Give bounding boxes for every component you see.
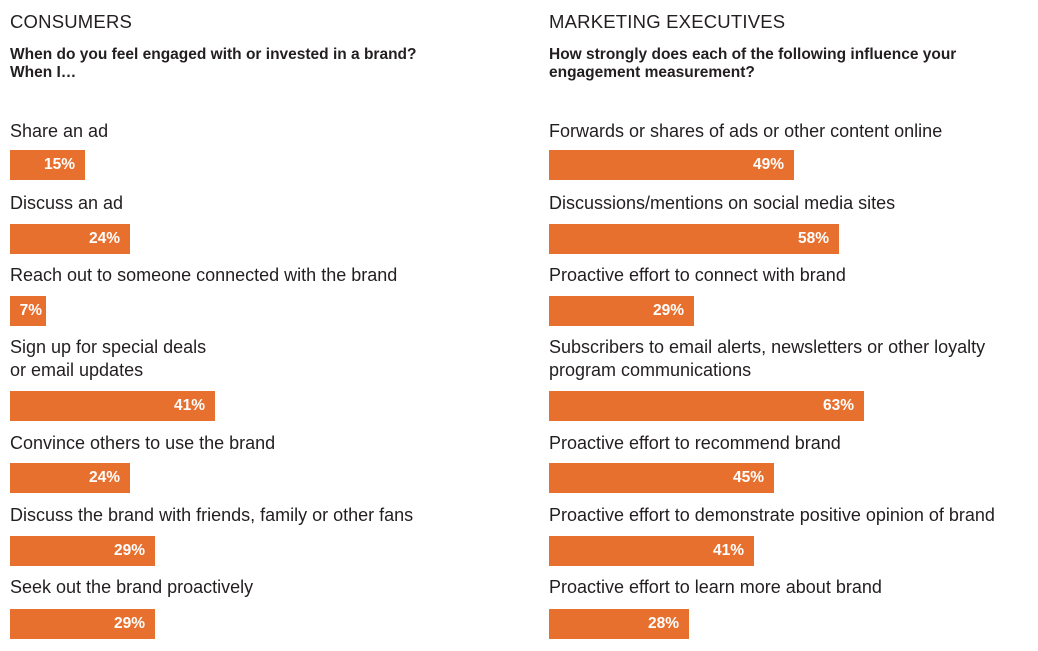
category-label: Subscribers to email alerts, newsletters… bbox=[549, 337, 986, 357]
consumers-question-line: When I… bbox=[10, 64, 77, 81]
category-label: Sign up for special deals bbox=[10, 337, 207, 357]
bar-value-label: 15% bbox=[43, 156, 75, 173]
category-label: program communications bbox=[549, 360, 752, 380]
bar: 29% bbox=[10, 536, 155, 566]
category-label: or email updates bbox=[10, 360, 144, 380]
bar-value-label: 29% bbox=[113, 542, 145, 559]
category-label: Proactive effort to learn more about bra… bbox=[549, 577, 882, 597]
bar-value-label: 45% bbox=[732, 469, 764, 486]
category-label: Proactive effort to demonstrate positive… bbox=[549, 505, 995, 525]
category-label: Reach out to someone connected with the … bbox=[10, 265, 398, 285]
bar: 15% bbox=[10, 150, 85, 180]
bar-value-label: 7% bbox=[19, 302, 42, 319]
bar-value-label: 24% bbox=[88, 230, 120, 247]
bar-value-label: 63% bbox=[822, 397, 854, 414]
bar: 29% bbox=[549, 296, 694, 326]
category-label: Proactive effort to recommend brand bbox=[549, 433, 841, 453]
bar: 24% bbox=[10, 224, 130, 254]
bar-value-label: 24% bbox=[88, 469, 120, 486]
bar-value-label: 41% bbox=[712, 542, 744, 559]
bar: 63% bbox=[549, 391, 864, 421]
category-label: Proactive effort to connect with brand bbox=[549, 265, 846, 285]
marketing-executives-question-line: engagement measurement? bbox=[549, 64, 755, 81]
bar: 41% bbox=[549, 536, 754, 566]
consumers-question-line: When do you feel engaged with or investe… bbox=[10, 46, 417, 63]
consumers-heading: CONSUMERS bbox=[10, 11, 133, 32]
bar-value-label: 49% bbox=[752, 156, 784, 173]
bar: 49% bbox=[549, 150, 794, 180]
consumers-panel: CONSUMERS When do you feel engaged with … bbox=[10, 0, 530, 651]
bar: 7% bbox=[10, 296, 46, 326]
bar: 24% bbox=[10, 463, 130, 493]
marketing-executives-question-line: How strongly does each of the following … bbox=[549, 46, 957, 63]
category-label: Convince others to use the brand bbox=[10, 433, 276, 453]
marketing-executives-heading: MARKETING EXECUTIVES bbox=[549, 11, 786, 32]
bar-value-label: 41% bbox=[173, 397, 205, 414]
consumers-question: When do you feel engaged with or investe… bbox=[10, 46, 416, 82]
bar: 58% bbox=[549, 224, 839, 254]
bar: 41% bbox=[10, 391, 215, 421]
category-label: Discuss an ad bbox=[10, 193, 124, 213]
bar: 29% bbox=[10, 609, 155, 639]
category-label: Forwards or shares of ads or other conte… bbox=[549, 121, 943, 141]
bar-value-label: 28% bbox=[647, 615, 679, 632]
category-label: Seek out the brand proactively bbox=[10, 577, 254, 597]
bar: 28% bbox=[549, 609, 689, 639]
category-label: Discussions/mentions on social media sit… bbox=[549, 193, 896, 213]
marketing-executives-panel: MARKETING EXECUTIVES How strongly does e… bbox=[549, 0, 1034, 651]
bar: 45% bbox=[549, 463, 774, 493]
category-label: Share an ad bbox=[10, 121, 109, 141]
bar-value-label: 29% bbox=[652, 302, 684, 319]
category-label: Discuss the brand with friends, family o… bbox=[10, 505, 414, 525]
bar-value-label: 29% bbox=[113, 615, 145, 632]
bar-value-label: 58% bbox=[797, 230, 829, 247]
marketing-executives-question: How strongly does each of the following … bbox=[549, 46, 956, 82]
